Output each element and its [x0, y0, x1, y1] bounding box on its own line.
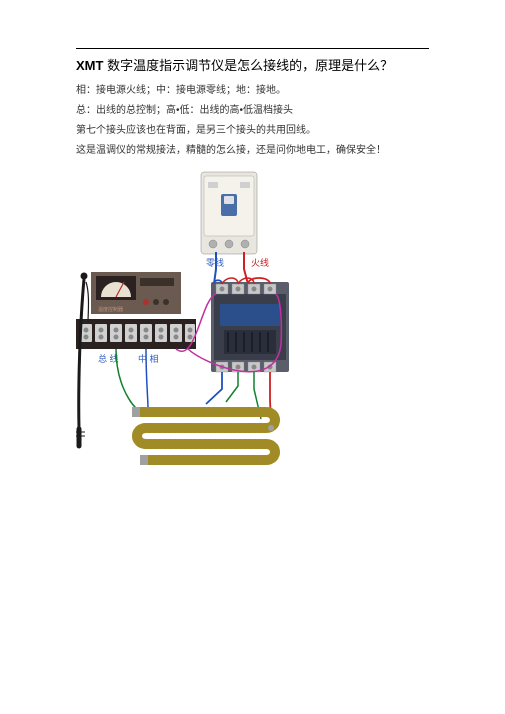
circuit-breaker-icon — [201, 172, 257, 254]
svg-text:温度控制器: 温度控制器 — [98, 306, 123, 313]
title-prefix: XMT — [76, 58, 103, 73]
title-rest: 数字温度指示调节仪是怎么接线的，原理是什么？ — [103, 58, 393, 73]
heating-element-icon — [132, 407, 275, 465]
temperature-probe-icon — [76, 273, 87, 446]
page-title: XMT 数字温度指示调节仪是怎么接线的，原理是什么？ — [76, 55, 429, 74]
body-line-2: 总：出线的总控制；高•低：出线的高•低温档接头 — [76, 104, 429, 118]
neutral-label: 零线 — [206, 257, 224, 268]
body-line-3: 第七个接头应该也在背面，是另三个接头的共用回线。 — [76, 124, 429, 138]
temperature-meter-icon: 温度控制器 — [76, 272, 196, 349]
body-line-1: 相：接电源火线；中：接电源零线；地：接地。 — [76, 84, 429, 98]
wiring-diagram: 零线 火线 温度控制器 — [76, 164, 356, 474]
live-label: 火线 — [251, 257, 269, 268]
body-line-4: 这是温调仪的常规接法，精髓的怎么接，还是问你地电工，确保安全！ — [76, 144, 429, 158]
middle-label: 中 相 — [138, 353, 159, 364]
